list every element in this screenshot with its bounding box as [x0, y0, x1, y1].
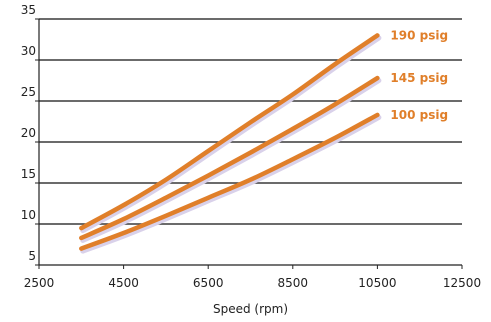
series-shadow-100-psig: [80, 114, 382, 254]
y-tick-label-20: 20: [21, 126, 36, 140]
series-shadow-layer: [80, 35, 382, 254]
x-tick-label-4500: 4500: [108, 276, 139, 290]
x-tick-label-8500: 8500: [278, 276, 309, 290]
axes-layer: 5 10 15 20 25 30 35 2500 4500 6500 8500 10500 12500: [21, 3, 481, 290]
x-tick-label-12500: 12500: [443, 276, 481, 290]
x-axis-title: Speed (rpm): [213, 302, 288, 316]
x-tick-label-2500: 2500: [24, 276, 55, 290]
series-line-100-psig: [79, 112, 380, 251]
y-tick-label-5: 5: [28, 249, 36, 263]
y-tick-label-15: 15: [21, 167, 36, 181]
y-tick-label-25: 25: [21, 85, 36, 99]
series-label-190-psig: 190 psig: [390, 28, 448, 42]
series-line-layer: [79, 33, 380, 251]
series-shadow-190-psig: [80, 35, 382, 234]
y-tick-label-10: 10: [21, 208, 36, 222]
series-label-layer: 190 psig 145 psig 100 psig: [390, 28, 448, 122]
grid-layer: [39, 18, 462, 225]
x-tick-label-6500: 6500: [193, 276, 224, 290]
x-tick-label-10500: 10500: [358, 276, 396, 290]
series-line-190-psig: [79, 33, 380, 231]
series-label-100-psig: 100 psig: [390, 108, 448, 122]
series-label-145-psig: 145 psig: [390, 71, 448, 85]
y-tick-label-30: 30: [21, 44, 36, 58]
series-shadow-145-psig: [80, 78, 382, 243]
y-tick-label-35: 35: [21, 3, 36, 17]
series-line-145-psig: [79, 75, 380, 241]
